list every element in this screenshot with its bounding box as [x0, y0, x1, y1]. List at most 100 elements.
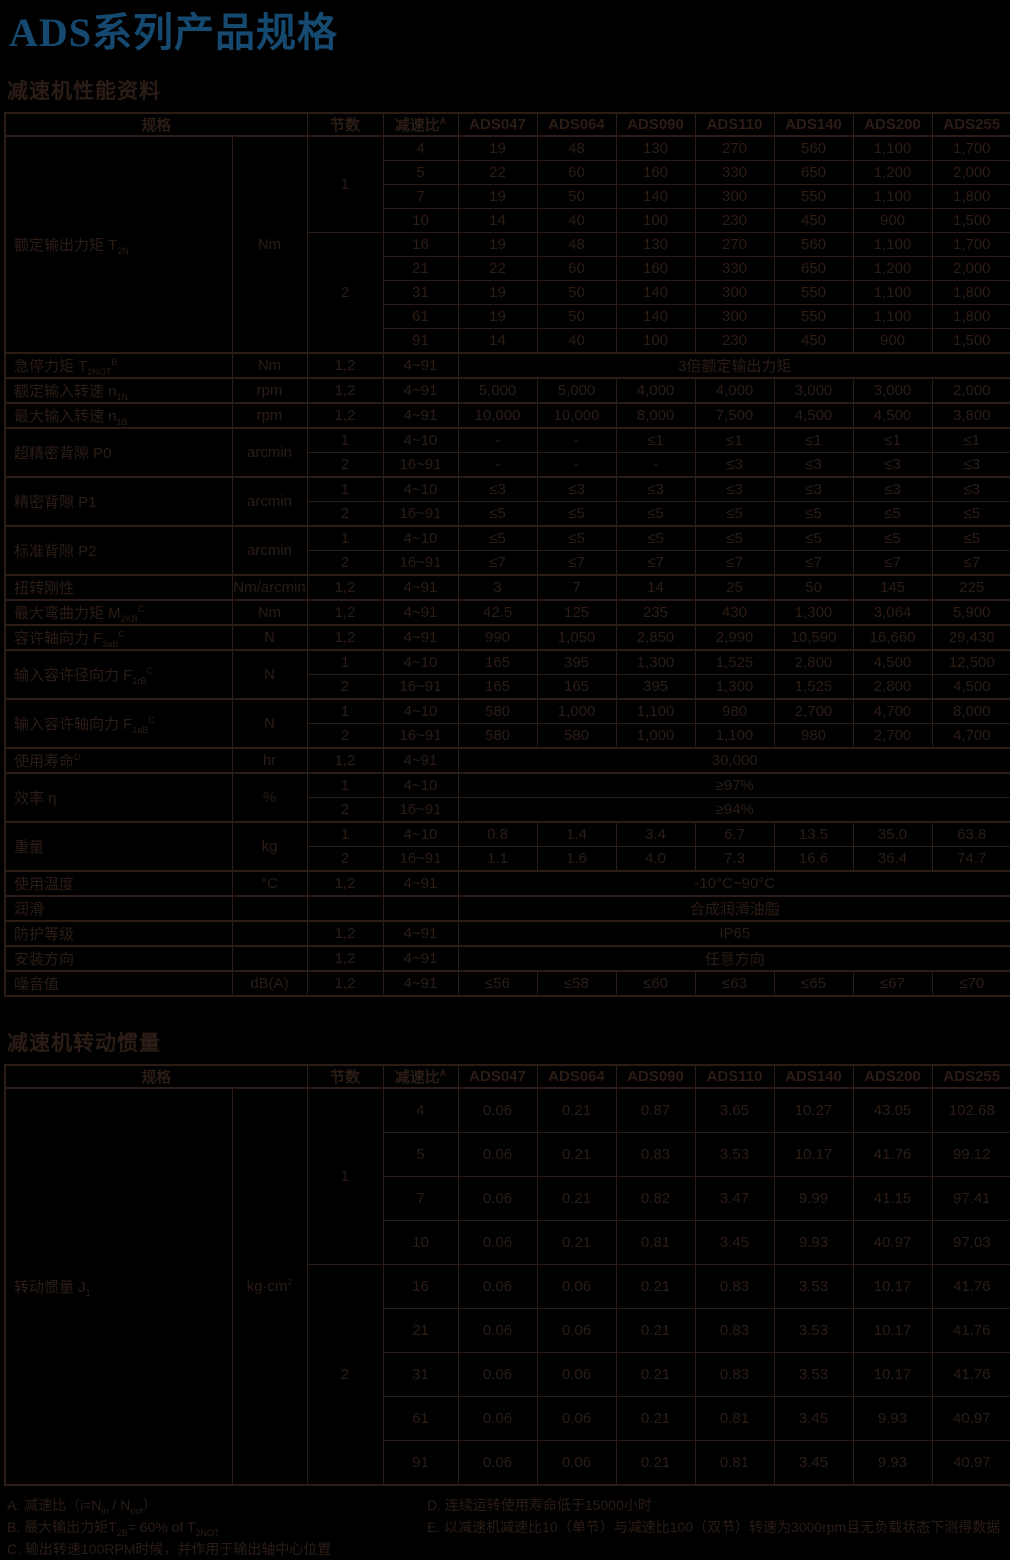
value-cell: -: [536, 427, 617, 453]
value-cell: [231, 895, 308, 922]
value-cell: 1,200: [852, 256, 933, 281]
value-cell: 0.21: [536, 1220, 617, 1265]
value-cell: 4~91: [382, 377, 459, 404]
value-cell: 2,000: [931, 377, 1010, 404]
value-cell: 5,000: [457, 377, 538, 404]
value-cell: ≥97%: [457, 772, 1010, 798]
value-cell: 0.06: [457, 1176, 538, 1221]
value-cell: 100: [615, 208, 696, 233]
value-cell: 2,990: [694, 624, 775, 651]
value-cell: 990: [457, 624, 538, 651]
value-cell: ≤5: [694, 525, 775, 551]
value-cell: 4~91: [382, 402, 459, 429]
value-cell: 1.4: [536, 821, 617, 847]
value-cell: 0.87: [615, 1087, 696, 1133]
value-cell: -: [457, 427, 538, 453]
value-cell: 3.45: [773, 1440, 854, 1486]
value-cell: 3: [457, 574, 538, 601]
value-cell: 0.81: [694, 1396, 775, 1441]
value-cell: 1,2: [306, 870, 384, 897]
performance-table-container: 规格 节数 减速比A ADS047 ADS064 ADS090 ADS110 ADS140 AD…: [3, 112, 1010, 997]
value-cell: 4~91: [382, 945, 459, 972]
value-cell: 74.7: [931, 846, 1010, 872]
value-cell: 1,100: [852, 280, 933, 305]
value-cell: ≤1: [773, 427, 854, 453]
value-cell: 580: [457, 723, 538, 749]
table-row: 2 16~91- - - ≤3 ≤3 ≤3 ≤3: [5, 452, 1010, 478]
value-cell: 9.93: [773, 1220, 854, 1265]
performance-section-heading: 减速机性能资料: [7, 80, 161, 103]
table-row: 21 0.06 0.06 0.21 0.83 3.53 10.17 41.76: [5, 1308, 1010, 1353]
table-row: 防护等级 1,2 4~91 IP65: [4, 920, 1010, 947]
spec-label-cell: 急停力矩 T2NOTB: [4, 352, 233, 379]
value-cell: 140: [615, 280, 696, 305]
value-cell: 16~91: [382, 846, 459, 872]
value-cell: 0.06: [536, 1352, 617, 1397]
value-cell: 1,800: [931, 304, 1010, 329]
value-cell: 550: [773, 184, 854, 209]
value-cell: 0.06: [457, 1352, 538, 1397]
value-cell: 580: [536, 723, 617, 749]
value-cell: 3,000: [773, 377, 854, 404]
spec-label-cell: 使用寿命D: [4, 747, 233, 774]
column-header: ADS140: [773, 112, 854, 137]
value-cell: 10: [382, 1220, 459, 1265]
value-cell: 50: [536, 184, 617, 209]
value-cell: ≤5: [536, 501, 617, 527]
value-cell: 14: [615, 574, 696, 601]
table-row: 5 0.06 0.21 0.83 3.53 10.17 41.76 99.12: [5, 1132, 1010, 1177]
value-cell: arcmin: [231, 476, 308, 527]
value-cell: 0.83: [694, 1308, 775, 1353]
value-cell: 1,100: [852, 184, 933, 209]
value-cell: 300: [694, 280, 775, 305]
value-cell: [231, 920, 308, 947]
value-cell: 4~91: [382, 920, 459, 947]
value-cell: 1: [306, 698, 384, 724]
value-cell: 48: [536, 232, 617, 257]
spec-label-cell: 扭转刚性: [4, 574, 233, 601]
value-cell: 2: [306, 550, 384, 576]
value-cell: 16.6: [773, 846, 854, 872]
value-cell: 165: [457, 674, 538, 700]
value-cell: 10.17: [852, 1352, 933, 1397]
value-cell: 560: [773, 232, 854, 257]
table-row: 额定输出力矩 T2N Nm 1 4 19 48 130 270 560 1,100 1,700: [4, 135, 1010, 354]
value-cell: 10,590: [773, 624, 854, 651]
value-cell: 1,800: [931, 280, 1010, 305]
value-cell: 35.0: [852, 821, 933, 847]
value-cell: 16~91: [382, 797, 459, 823]
value-cell: 5: [382, 1132, 459, 1177]
table-row: 输入容许轴向力 F1aBC N 1 4~10 580 1,000 1,100 980 2,700…: [4, 698, 1010, 749]
value-cell: 13.5: [773, 821, 854, 847]
value-cell: 0.06: [536, 1264, 617, 1309]
value-cell: 3.47: [694, 1176, 775, 1221]
value-cell: 97.03: [931, 1220, 1010, 1265]
value-cell: 1,200: [852, 160, 933, 185]
value-cell: ≥94%: [457, 797, 1010, 823]
value-cell: 4,500: [773, 402, 854, 429]
table-row: 2 16~91 165 165 395 1,300 1,525 2,800 4,500: [5, 674, 1010, 700]
value-cell: 2,800: [773, 649, 854, 675]
value-cell: ≤3: [457, 476, 538, 502]
value-cell: 10.17: [852, 1308, 933, 1353]
value-cell: 60: [536, 256, 617, 281]
value-cell: 19: [457, 232, 538, 257]
footnote: A. 减速比（i=Nin / Nout）: [7, 1497, 157, 1516]
value-cell: 97.41: [931, 1176, 1010, 1221]
value-cell: 165: [536, 674, 617, 700]
value-cell: 9.93: [852, 1396, 933, 1441]
value-cell: 550: [773, 280, 854, 305]
spec-label-cell: 重量: [4, 821, 233, 872]
spec-label-cell: 效率 η: [4, 772, 233, 823]
value-cell: 61: [382, 1396, 459, 1441]
value-cell: 650: [773, 160, 854, 185]
footnote: C. 输出转速100RPM时候，并作用于输出轴中心位置: [7, 1541, 332, 1557]
value-cell: 10.27: [773, 1087, 854, 1133]
value-cell: 0.21: [615, 1352, 696, 1397]
value-cell: 19: [457, 135, 538, 161]
value-cell: 580: [457, 698, 538, 724]
spec-label-cell: 防护等级: [4, 920, 233, 947]
value-cell: -10°C~90°C: [457, 870, 1010, 897]
value-cell: 任意方向: [457, 945, 1010, 972]
value-cell: 40.97: [931, 1396, 1010, 1441]
